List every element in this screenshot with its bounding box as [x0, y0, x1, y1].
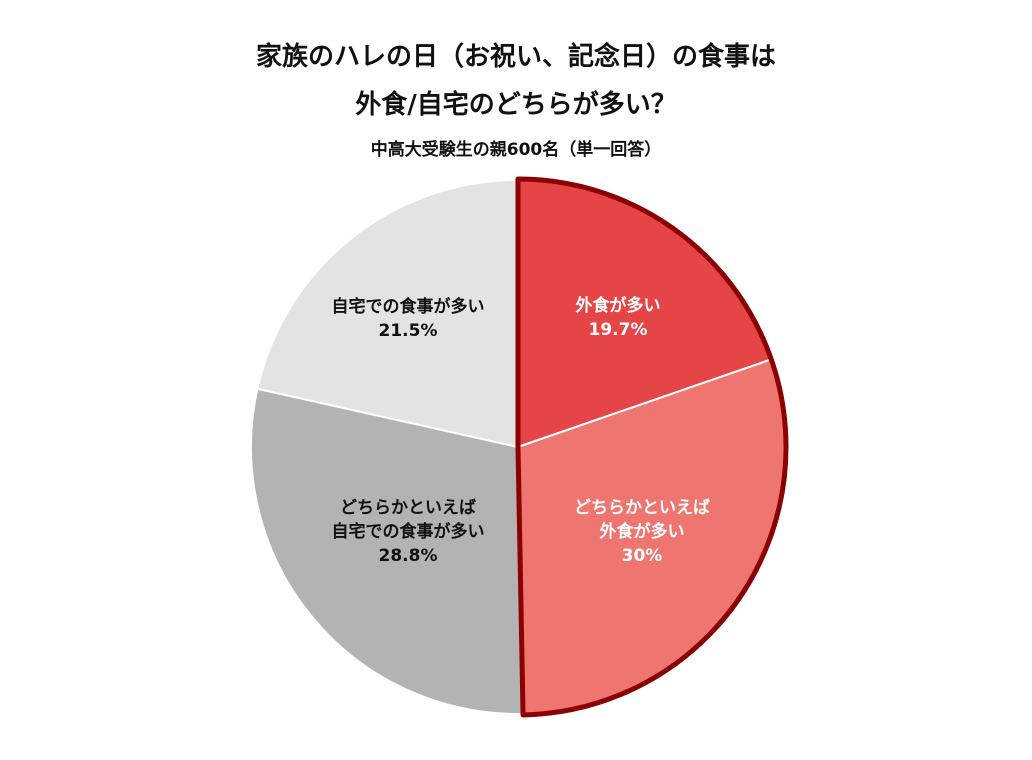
pie-slice-4 [256, 178, 519, 449]
slice-label-1: 外食が多い 19.7% [576, 295, 661, 340]
slice-label-4: 自宅での食事が多い 21.5% [332, 296, 485, 341]
chart-title: 家族のハレの日（お祝い、記念日）の食事は [255, 42, 776, 72]
slice-label-2: どちらかといえば外食が多い 30% [574, 498, 710, 566]
pie-slice-3 [250, 387, 525, 715]
chart-subtitle: 中高大受験生の親600名（単一回答） [370, 140, 662, 160]
slice-label-3: どちらかといえば自宅での食事が多い 28.8% [332, 498, 485, 566]
chart-title-line2: 外食/自宅のどちらが多い？ [355, 90, 677, 120]
highlight-outline [515, 176, 789, 718]
